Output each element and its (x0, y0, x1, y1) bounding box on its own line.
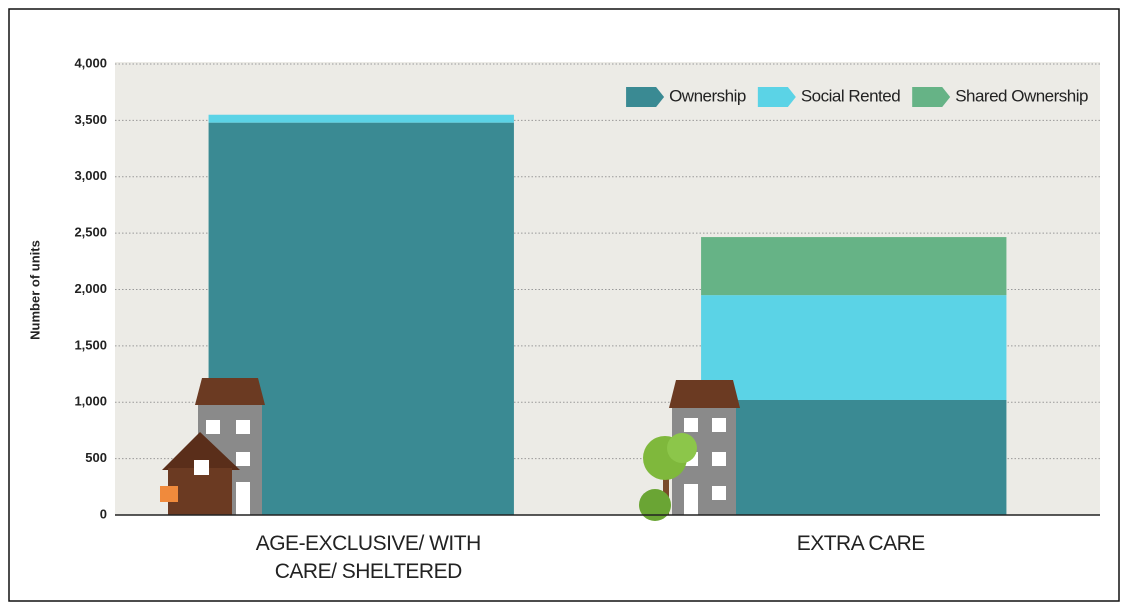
y-tick-label: 3,000 (74, 168, 107, 183)
house-icons (160, 378, 740, 521)
y-tick-label: 2,500 (74, 225, 107, 240)
legend-label: Social Rented (801, 86, 900, 105)
legend-label: Ownership (669, 86, 746, 105)
legend-item: Ownership (626, 86, 746, 107)
y-axis-label: Number of units (27, 240, 42, 340)
y-tick-label: 500 (85, 450, 107, 465)
y-tick-label: 4,000 (74, 55, 107, 70)
y-tick-label: 2,000 (74, 281, 107, 296)
y-tick-label: 1,000 (74, 394, 107, 409)
legend-label: Shared Ownership (955, 86, 1088, 105)
x-tick-label: AGE-EXCLUSIVE/ WITH CARE/ SHELTERED (255, 532, 482, 583)
legend-swatch (626, 87, 665, 107)
y-tick-label: 0 (100, 506, 107, 521)
bar-segment (701, 237, 1007, 296)
legend-swatch (757, 87, 796, 107)
legend-item: Shared Ownership (912, 86, 1089, 107)
bar-segment (208, 114, 514, 123)
y-tick-label: 1,500 (74, 337, 107, 352)
bar-segment (701, 295, 1007, 400)
bar-segment (701, 399, 1007, 515)
x-tick-label: EXTRA CARE (796, 532, 926, 555)
legend-item: Social Rented (757, 86, 901, 107)
legend-swatch (912, 87, 951, 107)
y-tick-label: 3,500 (74, 112, 107, 127)
